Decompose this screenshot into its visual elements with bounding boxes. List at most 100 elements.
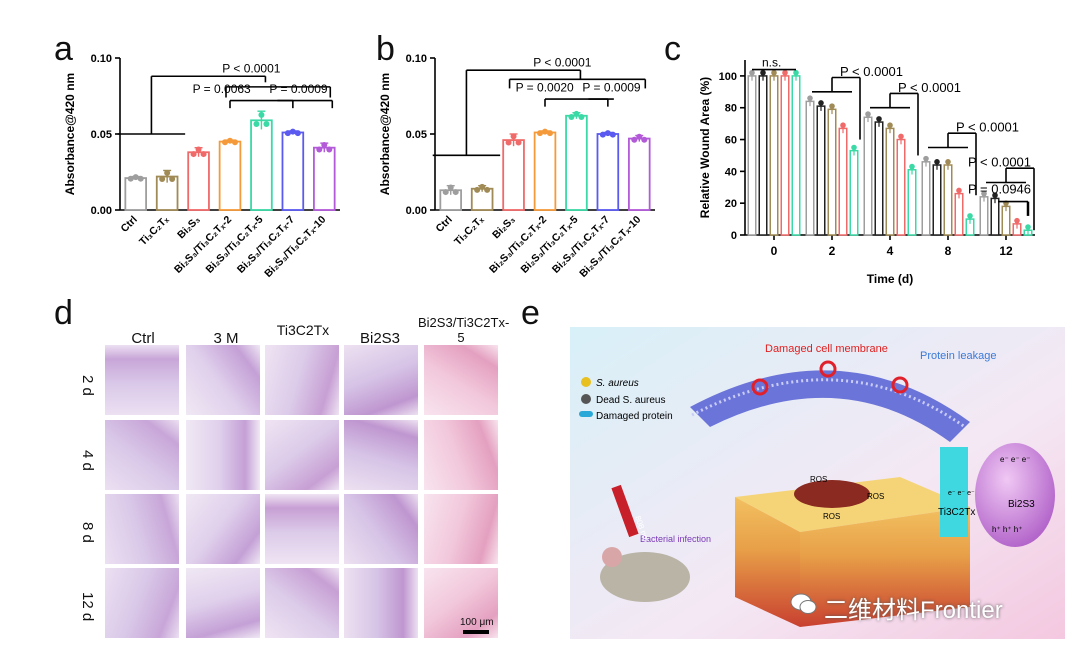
s-aureus-icon <box>581 377 591 387</box>
data-point <box>865 111 871 117</box>
data-point <box>578 113 585 120</box>
bar-c-3-0 <box>921 161 931 236</box>
y-axis-label: Absorbance@420 nm <box>63 73 77 195</box>
y-axis-label: Relative Wound Area (%) <box>698 77 712 218</box>
wechat-icon <box>790 593 817 614</box>
p-value-label: P < 0.0001 <box>956 120 1019 135</box>
bar-c-1-3 <box>838 127 848 236</box>
histology-row-12d: 12 d <box>79 592 96 622</box>
bi2s3-particle <box>975 443 1055 547</box>
bar-c-0-0 <box>747 75 757 236</box>
y-tick-label: 100 <box>719 71 737 83</box>
bar-c-0-4 <box>791 75 801 236</box>
mechanism-schematic: Damaged cell membrane Protein leakage S.… <box>570 327 1065 639</box>
data-point <box>169 175 176 182</box>
data-point <box>474 186 481 193</box>
bar-c-1-4 <box>849 149 859 236</box>
data-point <box>771 69 777 76</box>
x-tick-label: Ctrl <box>119 214 140 235</box>
y-tick-label: 0.10 <box>91 53 112 65</box>
x-tick-label: 0 <box>771 244 778 258</box>
histology-col-bi2s3: Bi2S3 <box>359 330 401 347</box>
data-point <box>447 184 454 191</box>
p-value-label: P < 0.0001 <box>222 62 280 76</box>
data-point <box>818 100 824 106</box>
data-point <box>967 213 973 219</box>
data-point <box>132 174 139 181</box>
data-point <box>851 144 857 151</box>
x-tick-label: Bi₂S₃ <box>175 214 203 242</box>
data-point <box>484 186 491 193</box>
histology-image <box>265 345 339 415</box>
histology-col-composite: Bi2S3/Ti3C2Tx-5 <box>418 315 510 345</box>
histology-image <box>105 420 179 490</box>
bar-b-4 <box>565 114 588 211</box>
bar-b-6 <box>628 137 651 211</box>
histology-image <box>186 420 260 490</box>
x-tick-label: 2 <box>829 244 836 258</box>
histology-col-ti3c2tx: Ti3C2Tx <box>276 322 330 338</box>
bar-c-1-0 <box>805 100 815 236</box>
histology-image <box>186 345 260 415</box>
x-tick-label: Ti₃C₂Tₓ <box>452 214 486 248</box>
p-value-label: P = 0.0063 <box>193 82 251 96</box>
label-bacterial-infection: Bacterial infection <box>640 534 711 544</box>
data-point <box>992 192 998 199</box>
bar-c-2-4 <box>907 169 917 236</box>
bar-a-6 <box>313 146 336 211</box>
label-holes: h⁺ h⁺ h⁺ <box>992 525 1022 534</box>
bar-c-4-0 <box>979 196 989 236</box>
p-value-label: P = 0.0946 <box>968 182 1031 197</box>
skin-front-left <box>735 497 800 627</box>
p-value-label: P < 0.0001 <box>898 80 961 95</box>
panel-letter-a: a <box>54 30 73 68</box>
data-point <box>326 146 333 153</box>
data-point <box>636 133 643 140</box>
damaged-protein-icon <box>579 411 593 417</box>
label-ti3c2tx: Ti3C2Tx <box>938 507 975 518</box>
histology-image <box>424 345 498 415</box>
legend-dead-s-aureus: Dead S. aureus <box>596 395 666 406</box>
bar-b-3 <box>533 131 557 211</box>
data-point <box>442 189 449 196</box>
data-point <box>641 136 648 143</box>
data-point <box>253 120 260 127</box>
data-point <box>227 137 233 144</box>
data-point <box>164 169 171 176</box>
y-tick-label: 60 <box>725 135 737 147</box>
histology-image <box>265 420 339 490</box>
x-tick-label: 8 <box>945 244 952 258</box>
label-electrons-ti: e⁻ e⁻ e⁻ <box>948 490 975 497</box>
data-point <box>568 113 575 120</box>
data-point <box>909 163 915 170</box>
x-tick-label: Bi₂S₃ <box>490 214 518 242</box>
data-point <box>840 122 846 129</box>
y-tick-label: 0.00 <box>406 205 427 217</box>
data-point <box>807 95 813 101</box>
histology-image <box>424 568 498 638</box>
skin-front-right <box>800 507 970 627</box>
data-point <box>452 189 459 196</box>
ti3c2tx-sheet <box>940 447 968 537</box>
histology-image <box>105 568 179 638</box>
data-point <box>289 128 296 135</box>
bar-c-2-2 <box>885 127 895 236</box>
data-point <box>876 116 882 122</box>
legend-damaged-protein: Damaged protein <box>596 411 673 422</box>
histology-image <box>186 494 260 564</box>
data-point <box>195 146 202 153</box>
label-ros-3: ROS <box>823 512 840 521</box>
p-value-label: P < 0.0001 <box>840 64 903 79</box>
data-point <box>263 120 270 127</box>
bar-c-1-2 <box>827 108 837 236</box>
data-point <box>542 128 548 135</box>
label-ros-2: ROS <box>867 492 884 501</box>
bar-b-2 <box>502 139 525 211</box>
data-point <box>760 69 766 76</box>
y-tick-label: 0.10 <box>406 53 427 65</box>
bar-c-0-2 <box>769 75 779 236</box>
histology-col-ctrl: Ctrl <box>131 330 155 347</box>
histology-row-4d: 4 d <box>79 450 96 471</box>
histology-image <box>344 568 418 638</box>
y-tick-label: 40 <box>725 166 737 178</box>
